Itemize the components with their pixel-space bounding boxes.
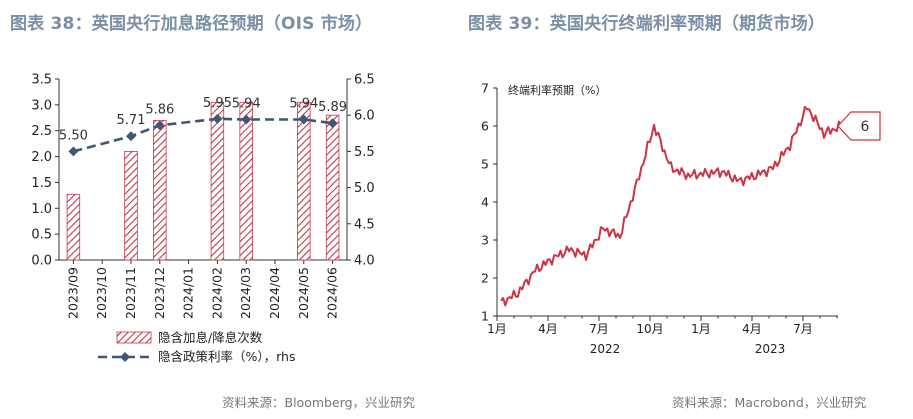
left-y-tick-label: 0.5 — [31, 228, 52, 243]
legend-line-marker — [120, 352, 130, 362]
terminal-end-value-label: 6 — [861, 119, 870, 135]
terminal-chart-title: 终端利率预期（%） — [508, 83, 606, 97]
implied-rate-label: 5.94 — [232, 97, 261, 112]
left-y-tick-label: 2.5 — [31, 124, 52, 139]
left-y-tick-label: 1.0 — [31, 202, 52, 217]
x-tick-label: 2024/05 — [296, 267, 311, 319]
implied-rate-label: 5.71 — [117, 113, 146, 128]
implied-rate-marker — [154, 120, 165, 131]
right-y-tick-label: 4.0 — [354, 254, 375, 269]
x-tick-label: 2024/03 — [238, 267, 253, 319]
bar-implied-hikes — [325, 114, 340, 261]
right-y-tick-label: 4.5 — [354, 217, 375, 232]
terminal-x-tick-label: 1月 — [487, 322, 507, 336]
bar-implied-hikes — [124, 150, 138, 261]
terminal-end-callout — [837, 111, 881, 141]
x-tick-label: 2023/11 — [123, 267, 138, 319]
terminal-x-tick-label: 7月 — [589, 322, 609, 336]
right-chart-heading: 图表 39：英国央行终端利率预期（期货市场） — [468, 14, 825, 34]
bar-implied-hikes — [153, 119, 167, 261]
terminal-x-tick-label: 4月 — [742, 322, 762, 336]
terminal-x-tick-label: 10月 — [636, 322, 663, 336]
bar-implied-hikes — [297, 101, 311, 261]
left-y-tick-label: 0.0 — [31, 254, 52, 269]
x-tick-label: 2023/10 — [94, 267, 109, 319]
legend-bar-swatch — [116, 331, 152, 344]
right-y-tick-label: 6.0 — [354, 109, 375, 124]
x-tick-label: 2024/02 — [209, 267, 224, 319]
implied-rate-label: 5.50 — [59, 128, 88, 143]
bar-implied-hikes — [210, 101, 225, 261]
right-y-tick-label: 5.0 — [354, 181, 375, 196]
left-y-tick-label: 1.5 — [31, 176, 52, 191]
left-y-tick-label: 2.0 — [31, 150, 52, 165]
terminal-x-tick-label: 1月 — [691, 322, 711, 336]
terminal-y-tick-label: 2 — [481, 271, 489, 286]
left-chart-source: 资料来源：Bloomberg，兴业研究 — [222, 395, 415, 410]
legend-bar-label: 隐含加息/降息次数 — [158, 330, 263, 345]
terminal-year-label: 2022 — [590, 342, 621, 356]
legend-line-label: 隐含政策利率（%），rhs — [158, 349, 295, 364]
terminal-x-tick-label: 7月 — [793, 322, 813, 336]
left-y-tick-label: 3.5 — [31, 73, 52, 88]
x-tick-label: 2023/09 — [65, 267, 80, 319]
left-y-tick-label: 3.0 — [31, 98, 52, 113]
terminal-y-tick-label: 5 — [481, 157, 489, 172]
implied-rate-marker — [212, 113, 223, 124]
terminal-y-tick-label: 7 — [481, 81, 489, 96]
implied-rate-line — [73, 117, 333, 153]
right-y-tick-label: 5.5 — [354, 145, 375, 160]
implied-rate-marker — [68, 146, 79, 157]
bar-implied-hikes — [66, 193, 81, 261]
x-tick-label: 2023/12 — [152, 267, 167, 319]
implied-rate-marker — [241, 114, 252, 125]
terminal-rate-line — [500, 105, 842, 307]
implied-rate-marker — [126, 131, 136, 142]
terminal-year-label: 2023 — [755, 342, 786, 356]
terminal-y-tick-label: 1 — [481, 309, 489, 324]
bar-implied-hikes — [239, 101, 253, 261]
terminal-x-tick-label: 4月 — [538, 322, 558, 336]
right-chart-source: 资料来源：Macrobond，兴业研究 — [672, 395, 867, 410]
implied-rate-label: 5.95 — [203, 96, 232, 111]
x-tick-label: 2024/01 — [181, 267, 196, 319]
terminal-y-tick-label: 4 — [481, 195, 489, 210]
terminal-y-tick-label: 6 — [481, 119, 489, 134]
left-chart-heading: 图表 38：英国央行加息路径预期（OIS 市场） — [10, 14, 373, 34]
right-y-tick-label: 6.5 — [354, 73, 375, 88]
x-tick-label: 2024/04 — [267, 267, 282, 319]
terminal-y-tick-label: 3 — [481, 233, 489, 248]
implied-rate-label: 5.89 — [318, 100, 347, 115]
implied-rate-label: 5.94 — [289, 97, 318, 112]
implied-rate-label: 5.86 — [145, 102, 174, 117]
x-tick-label: 2024/06 — [325, 267, 340, 319]
